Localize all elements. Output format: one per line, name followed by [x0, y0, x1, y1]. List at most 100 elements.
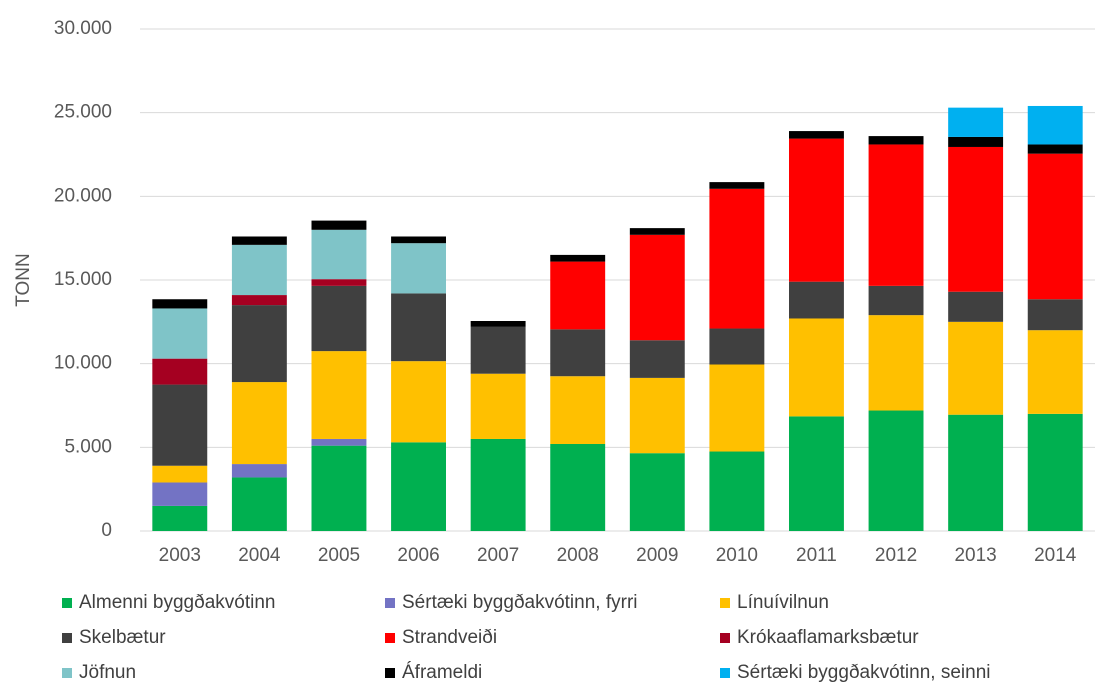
- y-tick-label: 10.000: [54, 353, 112, 374]
- bar-segment: [789, 318, 844, 417]
- y-axis-label: TONN: [13, 253, 34, 306]
- legend-label: Sértæki byggðakvótinn, fyrri: [402, 592, 638, 613]
- bar-segment: [550, 376, 606, 444]
- bar-segment: [709, 328, 765, 365]
- x-tick-label: 2003: [159, 545, 201, 566]
- bar-segment: [1027, 144, 1083, 154]
- bar-segment: [868, 136, 924, 145]
- bar-segment: [391, 293, 446, 362]
- y-tick-label: 5.000: [64, 436, 112, 457]
- bar-segment: [868, 285, 924, 316]
- bar-segment: [550, 261, 606, 330]
- bar-segment: [629, 453, 685, 531]
- x-tick-label: 2005: [318, 545, 360, 566]
- bar-segment: [231, 295, 287, 306]
- bar-segment: [152, 299, 208, 309]
- legend-swatch: [62, 668, 72, 678]
- legend-swatch: [385, 633, 395, 643]
- y-tick-label: 30.000: [54, 18, 112, 39]
- y-tick-label: 20.000: [54, 185, 112, 206]
- bar-segment: [1027, 330, 1083, 414]
- bar-segment: [391, 442, 446, 531]
- bar-segment: [152, 308, 208, 359]
- bar-segment: [550, 443, 606, 531]
- bar-segment: [470, 326, 526, 374]
- bar-segment: [152, 384, 208, 466]
- bar-segment: [789, 281, 844, 319]
- bar-segment: [1027, 153, 1083, 300]
- legend-swatch: [720, 633, 730, 643]
- bar-segment: [152, 482, 208, 506]
- bar-segment: [152, 358, 208, 385]
- x-tick-label: 2007: [477, 545, 519, 566]
- bar-segment: [948, 414, 1004, 531]
- legend-label: Sértæki byggðakvótinn, seinni: [737, 662, 990, 683]
- bar-segment: [629, 234, 685, 341]
- bar-segment: [550, 254, 606, 262]
- x-tick-label: 2009: [636, 545, 678, 566]
- legend-label: Jöfnun: [79, 662, 136, 683]
- legend-label: Línuívilnun: [737, 592, 829, 613]
- bar-segment: [709, 182, 765, 189]
- y-tick-label: 25.000: [54, 102, 112, 123]
- bar-segment: [789, 416, 844, 531]
- bar-segment: [152, 465, 208, 483]
- legend-swatch: [720, 598, 730, 608]
- bar-segment: [311, 229, 367, 280]
- x-tick-label: 2012: [875, 545, 917, 566]
- legend-label: Almenni byggðakvótinn: [79, 592, 275, 613]
- bar-segment: [231, 236, 287, 245]
- bar-segment: [311, 445, 367, 531]
- bar-segment: [391, 236, 446, 244]
- bar-segment: [1027, 299, 1083, 331]
- bar-segment: [1027, 413, 1083, 531]
- bar-segment: [789, 131, 844, 139]
- bar-segment: [311, 279, 367, 286]
- legend-swatch: [62, 598, 72, 608]
- legend-swatch: [720, 668, 730, 678]
- bar-segment: [948, 321, 1004, 415]
- legend-label: Áframeldi: [402, 662, 482, 683]
- bar-segment: [470, 373, 526, 439]
- bar-segment: [948, 146, 1004, 292]
- bar-segment: [470, 320, 526, 327]
- bar-segment: [231, 464, 287, 478]
- bar-segment: [948, 107, 1004, 137]
- bar-segment: [709, 364, 765, 452]
- bar-segment: [231, 305, 287, 383]
- bar-segment: [789, 138, 844, 282]
- bar-segment: [231, 477, 287, 531]
- legend-swatch: [385, 598, 395, 608]
- bar-segment: [948, 291, 1004, 322]
- bar-segment: [152, 505, 208, 531]
- bar-segment: [868, 315, 924, 411]
- bar-segment: [709, 188, 765, 329]
- y-tick-label: 0: [101, 520, 112, 541]
- x-tick-label: 2014: [1034, 545, 1077, 566]
- bar-segment: [629, 228, 685, 235]
- bar-segment: [629, 340, 685, 378]
- bar-segment: [629, 377, 685, 454]
- bar-segment: [231, 244, 287, 296]
- bar-segment: [391, 243, 446, 294]
- bar-segment: [231, 382, 287, 465]
- y-tick-label: 15.000: [54, 269, 112, 290]
- bar-segment: [1027, 105, 1083, 145]
- legend-label: Skelbætur: [79, 627, 166, 648]
- bar-segment: [470, 438, 526, 531]
- bar-segment: [391, 361, 446, 443]
- bar-segment: [311, 220, 367, 230]
- x-tick-label: 2011: [796, 545, 837, 566]
- x-tick-label: 2010: [716, 545, 758, 566]
- legend-label: Strandveiði: [402, 627, 497, 648]
- x-tick-label: 2004: [238, 545, 281, 566]
- legend-swatch: [385, 668, 395, 678]
- bar-segment: [311, 285, 367, 352]
- bar-segment: [868, 410, 924, 531]
- x-tick-label: 2008: [557, 545, 599, 566]
- legend-label: Krókaaflamarksbætur: [737, 627, 919, 648]
- bar-segment: [709, 451, 765, 531]
- bar-segment: [311, 438, 367, 446]
- legend-swatch: [62, 633, 72, 643]
